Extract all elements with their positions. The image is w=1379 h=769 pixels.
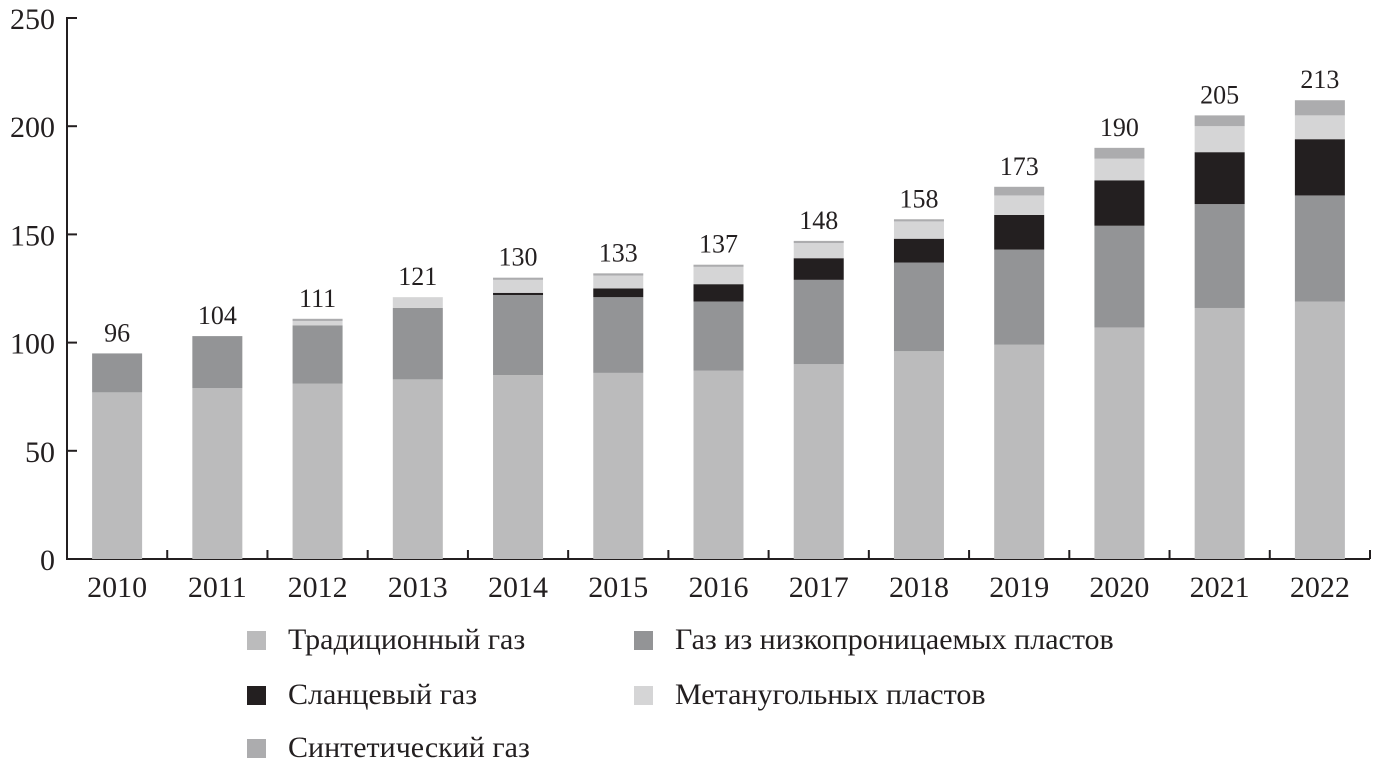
total-label-2016: 137 [699, 230, 738, 259]
bar-segment-2017-series-3 [793, 243, 844, 259]
y-tick-label: 250 [10, 3, 55, 36]
y-tick-label: 50 [25, 436, 55, 469]
x-tick-label-2020: 2020 [1089, 571, 1149, 604]
bar-segment-2022-series-4 [1294, 100, 1345, 116]
bar-segment-2022-series-3 [1294, 115, 1345, 140]
bar-segment-2022-series-1 [1294, 195, 1345, 302]
bar-segment-2015-series-1 [593, 297, 644, 373]
bar-segment-2012-series-3 [292, 320, 343, 326]
bar-segment-2012-series-4 [292, 318, 343, 321]
y-tick-label: 200 [10, 111, 55, 144]
bar-segment-2019-series-1 [994, 249, 1045, 345]
bar-segment-2015-series-3 [593, 275, 644, 289]
bar-segment-2011-series-1 [192, 336, 243, 389]
bar-segment-2021-series-4 [1194, 115, 1245, 127]
bar-segment-2014-series-3 [493, 279, 544, 293]
bar-segment-2018-series-3 [893, 221, 944, 239]
x-tick-label-2013: 2013 [388, 571, 448, 604]
bar-segment-2010-series-1 [92, 353, 143, 393]
bar-segment-2012-series-1 [292, 325, 343, 384]
bar-segment-2013-series-1 [392, 307, 443, 380]
x-tick-label-2014: 2014 [488, 571, 548, 604]
total-label-2014: 130 [499, 243, 538, 272]
total-label-2018: 158 [899, 184, 938, 213]
x-tick-label-2010: 2010 [87, 571, 147, 604]
bar-segment-2013-series-3 [392, 297, 443, 308]
bar-segment-2020-series-2 [1094, 180, 1145, 226]
bar-segment-2016-series-4 [693, 264, 744, 267]
total-label-2020: 190 [1100, 113, 1139, 142]
bar-segment-2018-series-1 [893, 262, 944, 352]
total-label-2019: 173 [1000, 152, 1039, 181]
bar-segment-2018-series-0 [893, 351, 944, 559]
bar-segment-2016-series-3 [693, 266, 744, 285]
bar-segment-2019-series-4 [994, 186, 1045, 196]
bar-segment-2017-series-0 [793, 364, 844, 559]
bar-segment-2016-series-2 [693, 284, 744, 302]
total-label-2015: 133 [599, 238, 638, 267]
total-label-2012: 111 [299, 284, 336, 313]
bar-segment-2014-series-0 [493, 375, 544, 559]
bar-segment-2010-series-0 [92, 392, 143, 559]
bar-segment-2017-series-4 [793, 240, 844, 244]
bar-segment-2022-series-0 [1294, 301, 1345, 559]
bar-segment-2020-series-4 [1094, 147, 1145, 159]
x-tick-label-2016: 2016 [689, 571, 749, 604]
bar-segment-2012-series-0 [292, 383, 343, 559]
bar-segment-2016-series-1 [693, 301, 744, 371]
bar-segment-2015-series-4 [593, 273, 644, 276]
total-label-2017: 148 [799, 206, 838, 235]
bar-segment-2021-series-3 [1194, 126, 1245, 153]
bar-segment-2011-series-0 [192, 388, 243, 559]
x-tick-label-2018: 2018 [889, 571, 949, 604]
bar-segment-2017-series-1 [793, 279, 844, 365]
total-label-2010: 96 [104, 318, 130, 347]
x-tick-label-2019: 2019 [989, 571, 1049, 604]
y-tick-label: 100 [10, 328, 55, 361]
bar-segment-2020-series-3 [1094, 158, 1145, 181]
bar-segment-2015-series-0 [593, 372, 644, 559]
bar-segment-2016-series-0 [693, 370, 744, 559]
bar-segment-2019-series-3 [994, 195, 1045, 215]
bar-segment-2021-series-2 [1194, 152, 1245, 205]
bar-segment-2020-series-0 [1094, 327, 1145, 559]
total-label-2021: 205 [1200, 80, 1239, 109]
bar-segment-2014-series-2 [493, 292, 544, 295]
x-tick-label-2015: 2015 [588, 571, 648, 604]
bar-segment-2022-series-2 [1294, 139, 1345, 196]
bar-segment-2018-series-2 [893, 238, 944, 263]
bar-segment-2017-series-2 [793, 258, 844, 280]
bar-segment-2019-series-2 [994, 214, 1045, 250]
bar-segment-2014-series-1 [493, 294, 544, 376]
x-tick-label-2017: 2017 [789, 571, 849, 604]
bar-segment-2014-series-4 [493, 277, 544, 280]
total-label-2011: 104 [198, 301, 237, 330]
y-tick-label: 150 [10, 219, 55, 252]
total-label-2013: 121 [398, 262, 437, 291]
bar-segment-2020-series-1 [1094, 225, 1145, 328]
bar-segment-2018-series-4 [893, 219, 944, 222]
total-label-2022: 213 [1300, 65, 1339, 94]
y-tick-label: 0 [40, 544, 55, 577]
bar-segment-2021-series-1 [1194, 204, 1245, 308]
bar-segment-2021-series-0 [1194, 307, 1245, 559]
bar-segment-2013-series-0 [392, 379, 443, 559]
x-tick-label-2012: 2012 [288, 571, 348, 604]
x-tick-label-2011: 2011 [188, 571, 247, 604]
bar-segment-2015-series-2 [593, 288, 644, 298]
x-tick-label-2022: 2022 [1290, 571, 1350, 604]
x-tick-label-2021: 2021 [1190, 571, 1250, 604]
bar-segment-2019-series-0 [994, 344, 1045, 559]
